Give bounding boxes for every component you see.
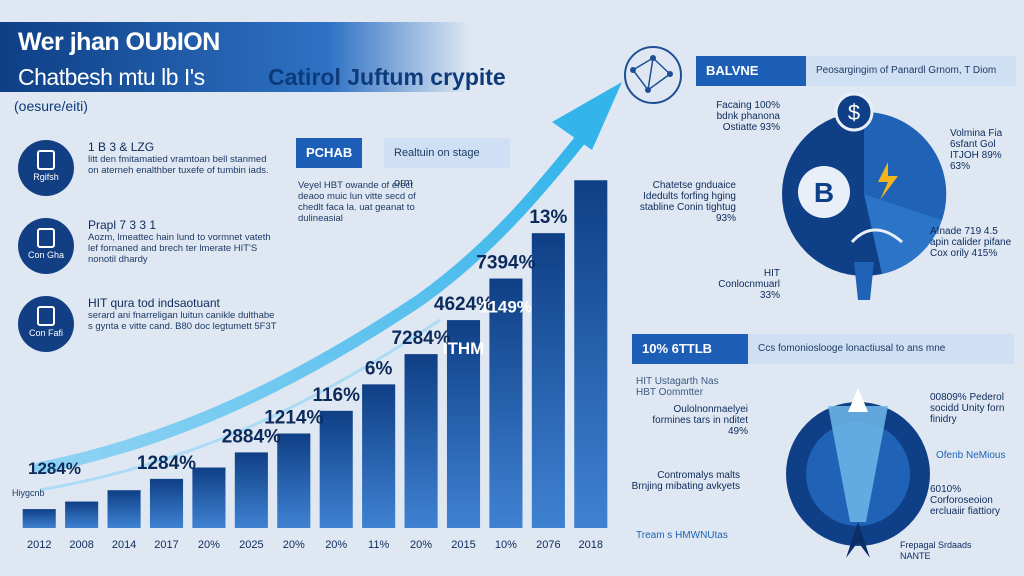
- drop-icon: [848, 388, 868, 412]
- bar-2: [107, 490, 141, 528]
- funnel-label-1: HIT Ustagarth Nas HBT Oommtter: [636, 376, 719, 398]
- x-tick-label: 20%: [283, 539, 305, 551]
- document-icon: Rgifsh: [18, 140, 74, 196]
- bar-6: [277, 433, 311, 528]
- funnel-label-5: Contromalys malts Brnjing mibating avkye…: [631, 470, 740, 492]
- bar-data-label: ITHM: [443, 339, 485, 358]
- x-tick-label: 2015: [451, 539, 475, 551]
- feature-text: serard ani fnarreligan luitun canikle du…: [88, 310, 277, 332]
- bar-data-label: 13%: [529, 207, 567, 228]
- bar-5: [234, 452, 268, 528]
- x-tick-label: 20%: [198, 539, 220, 551]
- network-globe-icon: [624, 46, 682, 104]
- bar-13: [574, 180, 608, 529]
- funnel-label-6: 6010% Corforoseoion ercluaiir fiattiory: [930, 484, 1001, 517]
- x-tick-label: 2014: [112, 539, 136, 551]
- bar-1: [65, 501, 99, 528]
- title-line-1: Wer jhan OUbION: [18, 28, 220, 56]
- funnel-label-7: Tream s HMWNUtas: [636, 530, 728, 541]
- bar-data-label: 7394%: [476, 253, 535, 274]
- bar-11: [489, 278, 523, 528]
- pie-stand: [854, 262, 874, 300]
- title-line-2a: Chatbesh mtu lb I's: [18, 64, 205, 90]
- bar-data-label: 1284%: [137, 453, 196, 474]
- x-tick-label: 2008: [69, 539, 93, 551]
- arrow-head-icon: [552, 82, 622, 150]
- bar-data-label: 6%: [365, 358, 393, 379]
- pie-label-4: Afnade 719 4.5 apin calider pifane Cox o…: [930, 226, 1012, 259]
- bar-4: [192, 467, 226, 528]
- funnel-label-3: 00809% Pederol socidd Unity forn finidry: [930, 392, 1005, 425]
- pie-letter: B: [814, 177, 834, 208]
- title-banner: [0, 22, 470, 92]
- feature-title: 1 B 3 & LZG: [88, 140, 155, 154]
- bolt-icon: [878, 162, 898, 200]
- crypto-pie-chart: B $: [782, 92, 947, 300]
- subtitle: (oesure/eiti): [14, 98, 88, 114]
- x-tick-label: 11%: [368, 539, 389, 551]
- x-tick-label: 2018: [579, 539, 603, 551]
- trend-arrow: [34, 134, 586, 474]
- start-label: 1284%: [28, 459, 81, 478]
- feature-title: HIT qura tod indsaotuant: [88, 296, 220, 310]
- bar-9: [404, 354, 438, 528]
- x-tick-label: 2012: [27, 539, 51, 551]
- right-bottom-tag: 10% 6TTLB: [632, 334, 748, 364]
- bar-data-label: 1214%: [264, 408, 323, 429]
- x-tick-label: 2076: [536, 539, 560, 551]
- pen-icon: Con Fafi: [18, 296, 74, 352]
- feature-text: litt den fmitamatied vramtoan bell stanm…: [88, 154, 269, 176]
- bar-data-label: 1149%: [480, 298, 532, 317]
- bar-8: [362, 384, 396, 528]
- trend-arrow-tail: [39, 318, 441, 492]
- funnel-chart: [786, 388, 930, 558]
- bar-7: [319, 410, 353, 528]
- title-line-2b: Catirol Juftum crypite: [268, 64, 506, 90]
- coin-symbol: $: [848, 100, 860, 125]
- bar-data-label: 2884%: [222, 426, 281, 447]
- right-bottom-caption: Ccs fomonioslooge lonactiusal to ans mne: [748, 334, 1014, 364]
- funnel-label-4: Ofenb NeMious: [936, 450, 1006, 461]
- funnel-label-8: Frepagal Srdaads NANTE: [900, 540, 972, 561]
- bar-data-label: 4624%: [434, 294, 493, 315]
- funnel-label-2: Oulolnonmaelyei formines tars in nditet …: [652, 404, 748, 437]
- center-tag: PCHAB: [296, 138, 363, 168]
- pie-label-5: HIT Conlocnmuarl 33%: [718, 268, 780, 301]
- bar-data-label: 116%: [312, 385, 360, 406]
- pie-label-3: Chatetse gnduaice Idedults forfing hging…: [639, 180, 736, 224]
- feature-text: Aozm, lmeattec hain lund to vormnet vate…: [88, 232, 271, 265]
- center-note: Veyel HBT owande of erect deaoo muic lun…: [298, 180, 416, 224]
- chart-small-label: Hiygcnb: [12, 488, 45, 498]
- x-tick-label: 2025: [239, 539, 263, 551]
- x-tick-label: 20%: [325, 539, 347, 551]
- pie-label-2: Volmina Fia 6sfant Gol ITJOH 89% 63%: [950, 128, 1003, 172]
- feature-title: Prapl 7 3 3 1: [88, 218, 157, 232]
- bar-3: [149, 478, 184, 528]
- center-tag-caption: Realtuin on stage orm: [384, 138, 510, 189]
- id-card-icon: Con Gha: [18, 218, 74, 274]
- x-tick-label: 20%: [410, 539, 432, 551]
- right-top-caption: Peosargingim of Panardl Grnom, T Diom: [806, 56, 1016, 86]
- bar-12: [531, 233, 565, 528]
- x-tick-label: 2017: [154, 539, 178, 551]
- bar-10: [446, 320, 481, 528]
- bar-0: [22, 509, 56, 528]
- right-top-tag: BALVNE: [696, 56, 806, 86]
- x-tick-label: 10%: [495, 539, 517, 551]
- pie-label-1: Facaing 100% bdnk phanona Ostiatte 93%: [716, 100, 780, 133]
- bar-data-label: 7284%: [391, 328, 450, 349]
- wave-icon: [850, 228, 903, 244]
